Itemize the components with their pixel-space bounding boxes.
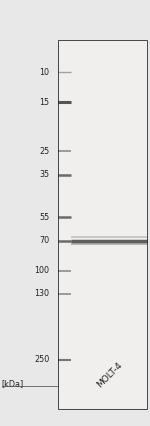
Text: [kDa]: [kDa]: [2, 379, 24, 388]
Text: 25: 25: [39, 147, 50, 156]
Text: 250: 250: [34, 355, 50, 365]
Text: 70: 70: [39, 236, 50, 245]
Text: 100: 100: [34, 266, 50, 275]
Text: 15: 15: [39, 98, 50, 107]
Text: 35: 35: [39, 170, 50, 179]
Text: 55: 55: [39, 213, 50, 222]
Text: MOLT-4: MOLT-4: [95, 361, 124, 390]
Bar: [58, 40, 147, 409]
Text: 10: 10: [39, 68, 50, 77]
Text: 130: 130: [34, 289, 50, 299]
